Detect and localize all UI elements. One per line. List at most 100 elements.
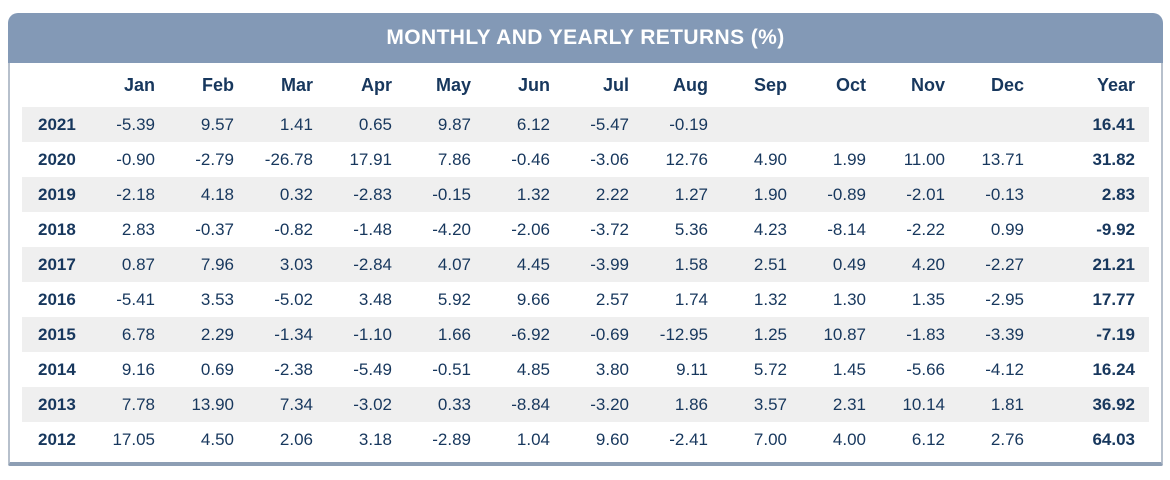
month-value-cell-aug: -0.19 xyxy=(669,114,708,134)
month-value-cell-apr: 0.65 xyxy=(358,114,392,134)
month-value-cell-jul: 3.80 xyxy=(595,359,629,379)
month-value-cell-mar: -26.78 xyxy=(264,149,313,169)
month-value-cell-apr: -1.48 xyxy=(353,219,392,239)
month-value-cell-apr: -2.84 xyxy=(353,254,392,274)
year-label-cell: 2015 xyxy=(38,324,76,344)
month-value-cell-jun: -8.84 xyxy=(511,394,550,414)
month-value-cell-may: 0.33 xyxy=(437,394,471,414)
column-header-year: Year xyxy=(1096,74,1135,95)
month-value-cell-feb: 13.90 xyxy=(191,394,234,414)
month-value-cell-sep: 1.25 xyxy=(753,324,787,344)
month-value-cell-oct: 1.30 xyxy=(832,289,866,309)
month-value-cell-jun: -0.46 xyxy=(511,149,550,169)
table-row-2015: 2015 6.78 2.29 -1.34 -1.10 1.66 -6.92 -0.69 -12.… xyxy=(22,317,1149,352)
month-value-cell-apr: -2.83 xyxy=(353,184,392,204)
table-row-2017: 2017 0.87 7.96 3.03 -2.84 4.07 4.45 -3.99 1.58 2.… xyxy=(22,247,1149,282)
month-value-cell-may: -0.15 xyxy=(432,184,471,204)
month-value-cell-sep: 1.32 xyxy=(753,289,787,309)
month-value-cell-may: 9.87 xyxy=(437,114,471,134)
month-value-cell-nov: 1.35 xyxy=(911,289,945,309)
month-value-cell-may: -0.51 xyxy=(432,359,471,379)
month-value-cell-dec: 0.99 xyxy=(990,219,1024,239)
month-value-cell-oct: -8.14 xyxy=(827,219,866,239)
month-value-cell-oct: 1.45 xyxy=(832,359,866,379)
month-value-cell-jan: 0.87 xyxy=(121,254,155,274)
month-value-cell-may: 5.92 xyxy=(437,289,471,309)
month-value-cell-jul: -3.06 xyxy=(590,149,629,169)
table-row-2013: 2013 7.78 13.90 7.34 -3.02 0.33 -8.84 -3.20 1.86… xyxy=(22,387,1149,422)
month-value-cell-feb: 9.57 xyxy=(200,114,234,134)
column-header-mar: Mar xyxy=(280,74,313,95)
table-row-2014: 2014 9.16 0.69 -2.38 -5.49 -0.51 4.85 3.80 9.11 5… xyxy=(22,352,1149,387)
month-value-cell-feb: 4.18 xyxy=(200,184,234,204)
month-value-cell-aug: 1.58 xyxy=(674,254,708,274)
month-value-cell-mar: 3.03 xyxy=(279,254,313,274)
year-total-cell: -9.92 xyxy=(1096,219,1135,239)
column-header-nov: Nov xyxy=(910,74,945,95)
column-header-may: May xyxy=(435,74,471,95)
month-value-cell-apr: -5.49 xyxy=(353,359,392,379)
month-value-cell-sep xyxy=(722,107,801,142)
table-title-bar: MONTHLY AND YEARLY RETURNS (%) xyxy=(8,13,1163,63)
month-value-cell-dec xyxy=(959,107,1038,142)
month-value-cell-nov: -2.22 xyxy=(906,219,945,239)
month-value-cell-jul: -3.72 xyxy=(590,219,629,239)
column-header-apr: Apr xyxy=(361,74,392,95)
table-row-2021: 2021 -5.39 9.57 1.41 0.65 9.87 6.12 -5.47 -0.19 1… xyxy=(22,107,1149,142)
month-value-cell-oct: 1.99 xyxy=(832,149,866,169)
year-label-cell: 2016 xyxy=(38,289,76,309)
month-value-cell-mar: 2.06 xyxy=(279,429,313,449)
month-value-cell-apr: 3.48 xyxy=(358,289,392,309)
month-value-cell-nov: 11.00 xyxy=(903,149,945,169)
month-value-cell-jul: -5.47 xyxy=(590,114,629,134)
month-value-cell-jan: -0.90 xyxy=(116,149,155,169)
month-value-cell-feb: -2.79 xyxy=(195,149,234,169)
year-label-cell: 2012 xyxy=(38,429,76,449)
month-value-cell-feb: 7.96 xyxy=(200,254,234,274)
year-total-cell: 31.82 xyxy=(1092,149,1135,169)
year-total-cell: 21.21 xyxy=(1092,254,1135,274)
month-value-cell-may: 1.66 xyxy=(437,324,471,344)
month-value-cell-mar: -2.38 xyxy=(274,359,313,379)
month-value-cell-aug: 5.36 xyxy=(674,219,708,239)
month-value-cell-apr: -1.10 xyxy=(353,324,392,344)
year-label-cell: 2019 xyxy=(38,184,76,204)
month-value-cell-nov: 10.14 xyxy=(902,394,945,414)
year-total-cell: 36.92 xyxy=(1092,394,1135,414)
month-value-cell-nov: -1.83 xyxy=(906,324,945,344)
month-value-cell-dec: -4.12 xyxy=(985,359,1024,379)
year-label-cell: 2018 xyxy=(38,219,76,239)
month-value-cell-jan: 7.78 xyxy=(121,394,155,414)
month-value-cell-nov xyxy=(880,107,959,142)
table-row-2016: 2016 -5.41 3.53 -5.02 3.48 5.92 9.66 2.57 1.74 1.… xyxy=(22,282,1149,317)
month-value-cell-may: 4.07 xyxy=(437,254,471,274)
year-label-cell: 2017 xyxy=(38,254,76,274)
table-title: MONTHLY AND YEARLY RETURNS (%) xyxy=(386,26,785,49)
month-value-cell-jul: 2.57 xyxy=(595,289,629,309)
month-value-cell-sep: 3.57 xyxy=(753,394,787,414)
month-value-cell-aug: 1.74 xyxy=(674,289,708,309)
month-value-cell-jun: 1.04 xyxy=(516,429,550,449)
column-header-feb: Feb xyxy=(201,74,234,95)
month-value-cell-aug: 12.76 xyxy=(665,149,708,169)
month-value-cell-may: -2.89 xyxy=(432,429,471,449)
month-value-cell-sep: 2.51 xyxy=(753,254,787,274)
month-value-cell-jan: 2.83 xyxy=(121,219,155,239)
month-value-cell-jul: -0.69 xyxy=(590,324,629,344)
month-value-cell-dec: 1.81 xyxy=(990,394,1024,414)
row-label-column-header xyxy=(22,63,90,107)
column-header-oct: Oct xyxy=(835,74,866,95)
year-label-cell: 2020 xyxy=(38,149,76,169)
month-value-cell-oct: -0.89 xyxy=(827,184,866,204)
month-value-cell-dec: 2.76 xyxy=(990,429,1024,449)
month-value-cell-dec: -3.39 xyxy=(985,324,1024,344)
month-value-cell-may: -4.20 xyxy=(432,219,471,239)
month-value-cell-apr: 3.18 xyxy=(358,429,392,449)
month-value-cell-mar: -0.82 xyxy=(274,219,313,239)
year-label-cell: 2021 xyxy=(38,114,76,134)
month-value-cell-nov: -5.66 xyxy=(906,359,945,379)
column-header-dec: Dec xyxy=(990,74,1024,95)
month-value-cell-aug: 1.27 xyxy=(674,184,708,204)
month-value-cell-mar: -1.34 xyxy=(274,324,313,344)
monthly-returns-table: Jan Feb Mar Apr May Jun Jul Aug Sep Oct Nov Dec Year… xyxy=(22,63,1149,457)
